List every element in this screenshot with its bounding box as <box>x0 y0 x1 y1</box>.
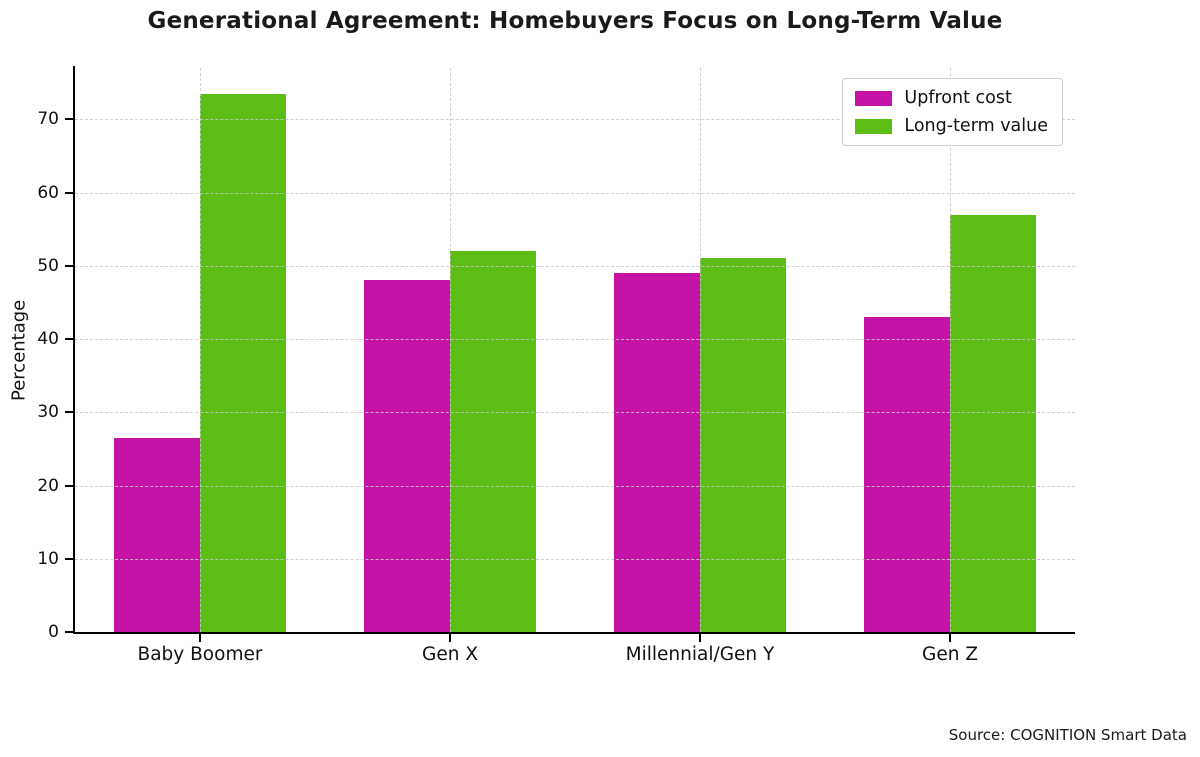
y-tick-label-40: 40 <box>37 329 59 349</box>
bar-long-term-value-baby-boomer <box>200 93 286 632</box>
bar-long-term-value-millennial-gen-y <box>700 258 786 632</box>
bar-upfront-cost-gen-x <box>364 280 450 632</box>
y-tick-60 <box>65 191 73 194</box>
y-tick-label-20: 20 <box>37 475 59 496</box>
y-tick-50 <box>65 264 73 267</box>
plot-area: Upfront cost Long-term value <box>75 68 1075 632</box>
y-tick-label-30: 30 <box>37 402 59 423</box>
legend-swatch-long-term-value <box>855 118 893 134</box>
x-tick-label-millennial-gen-y: Millennial/Gen Y <box>625 644 775 665</box>
y-tick-40 <box>65 338 73 340</box>
bar-long-term-value-gen-z <box>950 214 1036 632</box>
legend-label-upfront-cost: Upfront cost <box>904 88 1012 108</box>
x-tick-baby-boomer <box>199 634 201 642</box>
y-tick-label-60: 60 <box>37 182 59 203</box>
bar-long-term-value-gen-x <box>450 251 536 632</box>
y-tick-label-50: 50 <box>37 255 59 276</box>
bar-upfront-cost-baby-boomer <box>114 437 200 632</box>
source-caption: Source: COGNITION Smart Data <box>948 726 1187 744</box>
legend: Upfront cost Long-term value <box>842 78 1063 146</box>
y-tick-label-0: 0 <box>48 622 59 642</box>
bar-upfront-cost-millennial-gen-y <box>614 273 700 632</box>
x-tick-label-gen-x: Gen X <box>422 644 478 665</box>
legend-item-upfront-cost: Upfront cost <box>855 88 1048 108</box>
legend-item-long-term-value: Long-term value <box>855 116 1048 136</box>
legend-label-long-term-value: Long-term value <box>904 116 1048 136</box>
y-tick-70 <box>65 118 73 121</box>
y-tick-label-10: 10 <box>37 548 59 569</box>
legend-swatch-upfront-cost <box>855 90 893 106</box>
y-axis-spine <box>73 66 75 634</box>
x-tick-label-gen-z: Gen Z <box>922 644 978 665</box>
y-tick-0 <box>65 631 73 633</box>
x-axis-spine <box>73 632 1075 634</box>
bar-upfront-cost-gen-z <box>864 317 950 632</box>
bars-layer <box>75 68 1075 632</box>
x-tick-label-baby-boomer: Baby Boomer <box>137 644 263 665</box>
y-tick-10 <box>65 557 73 560</box>
y-tick-label-70: 70 <box>37 109 59 130</box>
x-tick-gen-x <box>449 634 451 642</box>
y-tick-20 <box>65 484 73 487</box>
chart-title: Generational Agreement: Homebuyers Focus… <box>147 8 1003 34</box>
x-tick-gen-z <box>949 634 951 642</box>
y-tick-30 <box>65 411 73 414</box>
x-tick-millennial-gen-y <box>699 634 701 642</box>
